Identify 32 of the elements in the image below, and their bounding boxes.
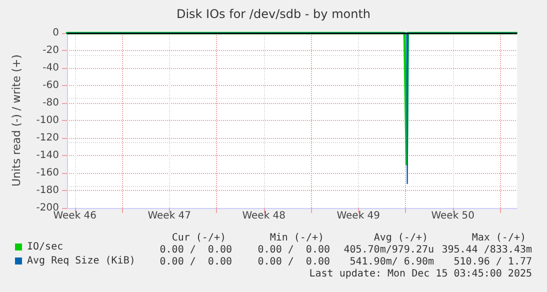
x-tick-label: Week 48 — [242, 210, 286, 222]
y-tick-label: -100 — [36, 115, 59, 126]
y-tick-label: -140 — [36, 150, 59, 161]
y-tick-label: -160 — [36, 168, 59, 178]
y-tick-label: 0 — [52, 28, 59, 38]
text: Cur (-/+) — [172, 232, 226, 244]
y-tick-label: -40 — [42, 62, 59, 74]
legend-label: IO/sec — [27, 242, 64, 252]
text: Min (-/+) — [270, 232, 324, 244]
text: 395.44 /833.43m — [442, 244, 532, 256]
y-tick-label: -80 — [42, 98, 59, 108]
y-tick-label: -20 — [42, 45, 59, 56]
y-tick-label: -180 — [36, 185, 59, 196]
x-tick-label: Week 47 — [148, 210, 192, 222]
legend-label: Avg Req Size (KiB) — [27, 256, 136, 266]
x-tick-label: Week 46 — [53, 210, 97, 222]
text: Last update: Mon Dec 15 03:45:00 2025 — [309, 268, 532, 280]
text: 0.00 / 0.00 — [160, 256, 232, 268]
y-tick-label: -120 — [36, 132, 59, 144]
text: 0.00 / 0.00 — [160, 244, 232, 256]
y-tick-label: -60 — [42, 80, 59, 91]
text: Avg (-/+) — [374, 232, 428, 244]
text: 541.90m/ 6.90m — [350, 256, 434, 268]
text: 510.96 / 1.77 — [454, 256, 532, 268]
y-axis-title: Units read (-) / write (+) — [10, 54, 23, 187]
x-tick-label: Week 50 — [431, 210, 475, 222]
text: Max (-/+) — [472, 232, 526, 244]
text: 405.70m/979.27u — [344, 244, 434, 256]
text: 0.00 / 0.00 — [258, 256, 330, 268]
chart-title: Disk IOs for /dev/sdb - by month — [176, 7, 371, 21]
text: 0.00 / 0.00 — [258, 244, 330, 256]
x-tick-label: Week 49 — [336, 210, 380, 222]
